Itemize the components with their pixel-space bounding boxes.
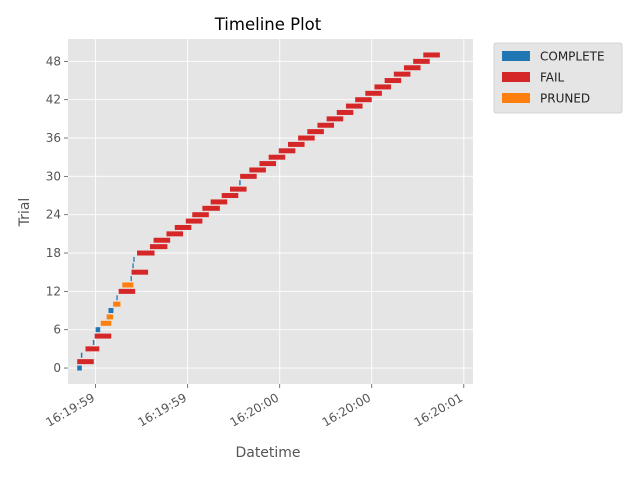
legend-items: COMPLETE FAIL PRUNED [502, 50, 605, 106]
trial-bar-17 [133, 256, 135, 262]
trial-bar-26 [210, 199, 228, 205]
trial-bar-41 [345, 103, 363, 109]
legend-label-fail: FAIL [540, 71, 565, 85]
y-tick-label: 6 [53, 323, 61, 337]
trial-bar-0 [77, 365, 82, 371]
legend-label-complete: COMPLETE [540, 50, 605, 64]
trial-bar-31 [249, 167, 266, 173]
trial-bar-27 [221, 193, 239, 199]
y-tick-label: 12 [46, 284, 61, 298]
trial-bar-14 [130, 276, 132, 282]
y-axis-ticks: 0 6 12 18 24 30 36 42 48 [46, 54, 68, 375]
trial-bar-23 [185, 218, 203, 224]
y-tick-label: 18 [46, 246, 61, 260]
legend-label-pruned: PRUNED [540, 92, 590, 106]
trial-bar-22 [174, 224, 192, 230]
x-axis-label: Datetime [235, 445, 300, 461]
y-tick-label: 48 [46, 54, 61, 68]
trial-bar-5 [94, 333, 112, 339]
trial-bar-8 [106, 314, 114, 320]
trial-bar-24 [192, 212, 209, 218]
x-tick-label: 16:20:00 [320, 390, 374, 429]
trial-bar-16 [132, 263, 134, 269]
chart-title: Timeline Plot [214, 15, 322, 34]
trial-bar-43 [365, 90, 382, 96]
x-tick-label: 16:20:00 [228, 390, 282, 429]
x-tick-label: 16:19:59 [43, 390, 97, 429]
trial-bar-34 [278, 148, 296, 154]
trial-bar-12 [118, 288, 136, 294]
legend-swatch-complete [502, 51, 530, 61]
y-tick-label: 42 [46, 93, 61, 107]
trial-bar-19 [149, 244, 168, 250]
y-tick-label: 24 [46, 208, 61, 222]
trial-bar-7 [100, 320, 112, 326]
trial-bar-10 [113, 301, 121, 307]
y-tick-label: 30 [46, 169, 61, 183]
x-axis-ticks: 16:19:59 16:19:59 16:20:00 16:20:00 16:20:01 [43, 384, 465, 430]
trial-bar-45 [384, 78, 402, 84]
trial-bar-13 [122, 282, 134, 288]
trial-bar-36 [298, 135, 315, 141]
legend-swatch-pruned [502, 93, 530, 103]
trial-bar-33 [268, 154, 286, 160]
trial-bar-3 [85, 346, 100, 352]
x-tick-label: 16:19:59 [135, 390, 189, 429]
trial-bar-4 [92, 339, 95, 345]
trial-bar-48 [413, 58, 430, 64]
y-axis-label: Trial [17, 198, 33, 228]
trial-bar-20 [153, 237, 171, 243]
trial-bar-39 [326, 116, 344, 122]
trial-bar-21 [166, 231, 184, 237]
trial-bar-49 [423, 52, 440, 58]
trial-bar-1 [77, 359, 94, 365]
trial-bar-40 [336, 109, 354, 115]
trial-bar-29 [239, 180, 241, 186]
trial-bar-30 [240, 173, 257, 179]
trial-bar-25 [202, 205, 220, 211]
y-tick-label: 36 [46, 131, 61, 145]
trial-bar-9 [108, 308, 114, 314]
trial-bar-11 [116, 295, 118, 301]
trial-bar-46 [393, 71, 411, 77]
y-tick-label: 0 [53, 361, 61, 375]
trial-bar-15 [131, 269, 149, 275]
trial-bar-6 [95, 327, 101, 333]
x-tick-label: 16:20:01 [412, 390, 466, 429]
trial-bar-32 [259, 161, 277, 167]
legend-swatch-fail [502, 72, 530, 82]
trial-bar-47 [403, 65, 421, 71]
trial-bar-42 [355, 97, 372, 103]
trial-bar-44 [374, 84, 392, 90]
trial-bar-2 [80, 352, 83, 358]
plot-background [68, 39, 473, 384]
grid-lines [68, 39, 473, 384]
legend: COMPLETE FAIL PRUNED [493, 42, 623, 114]
trial-bars [77, 52, 440, 371]
trial-bar-28 [230, 186, 247, 192]
trial-bar-38 [317, 122, 335, 128]
trial-bar-35 [287, 141, 305, 147]
trial-bar-18 [137, 250, 155, 256]
trial-bar-37 [307, 129, 324, 135]
